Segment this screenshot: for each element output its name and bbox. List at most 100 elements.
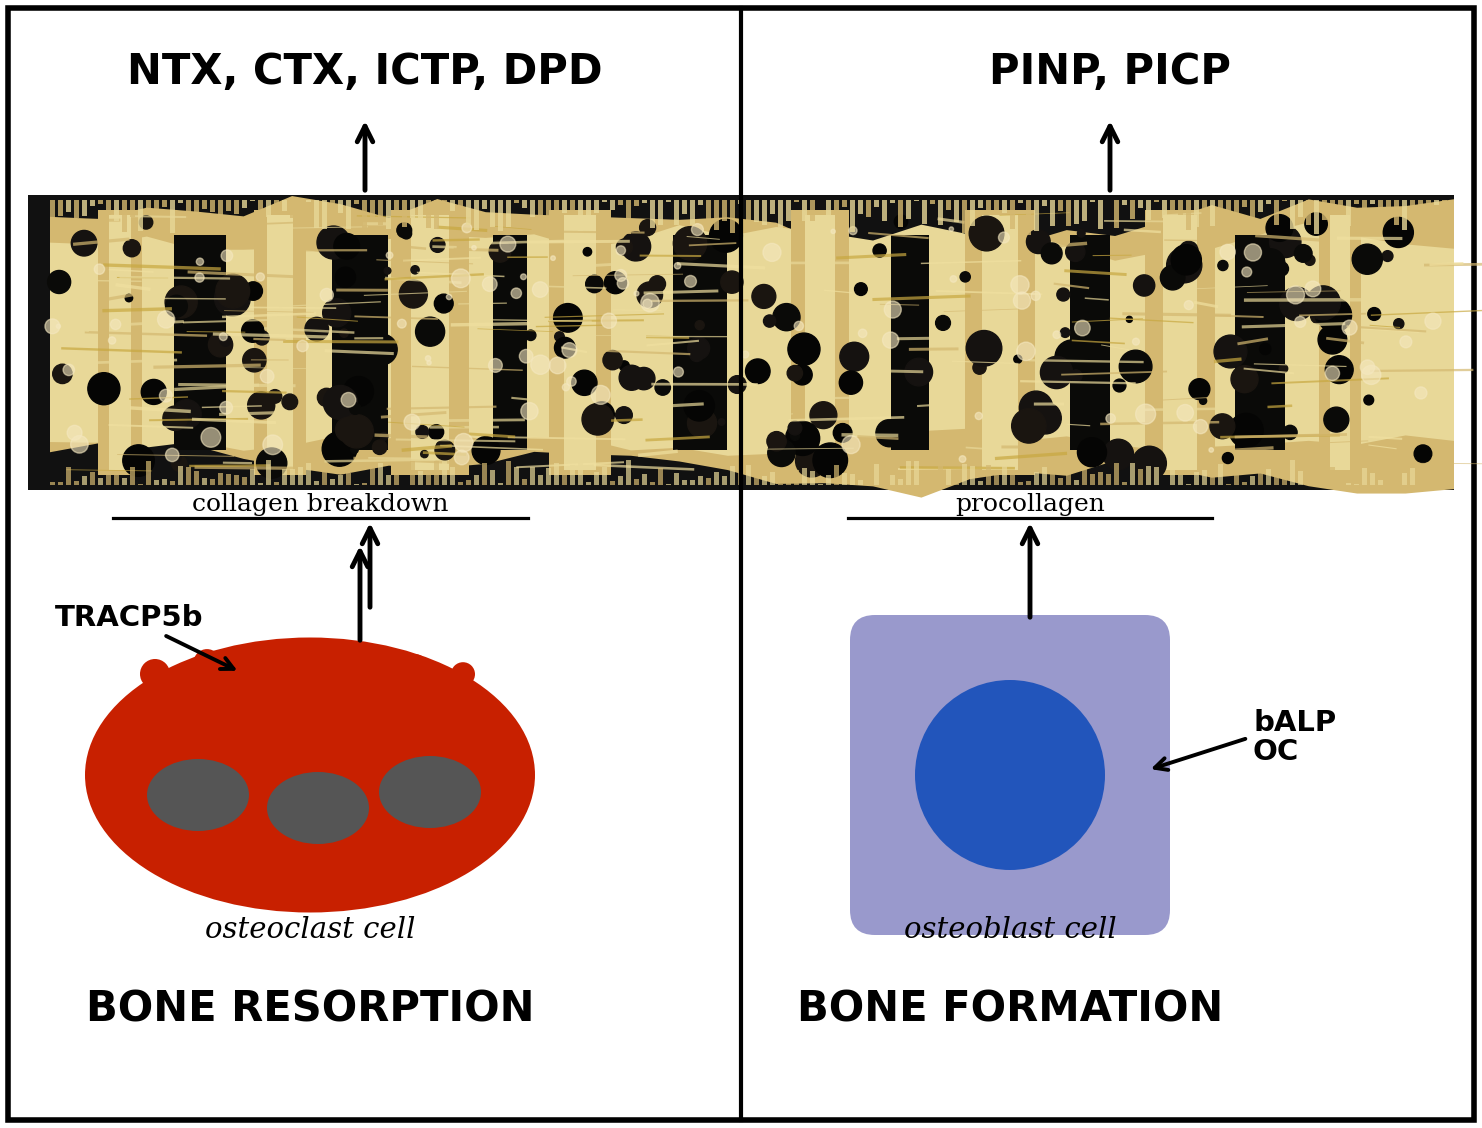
Bar: [332, 235, 388, 450]
Circle shape: [1103, 439, 1134, 469]
Circle shape: [1199, 397, 1206, 404]
Bar: [1435, 475, 1439, 485]
Circle shape: [763, 244, 781, 262]
Circle shape: [689, 347, 704, 361]
Bar: [1409, 468, 1415, 485]
Bar: [531, 467, 535, 485]
Circle shape: [1106, 414, 1116, 423]
Bar: [946, 469, 951, 485]
Polygon shape: [50, 196, 1454, 497]
Circle shape: [123, 240, 141, 257]
Bar: [962, 465, 966, 485]
Circle shape: [554, 337, 575, 358]
Bar: [90, 472, 95, 485]
Bar: [1235, 474, 1239, 485]
Bar: [1338, 200, 1343, 205]
Bar: [1162, 200, 1166, 218]
Bar: [242, 477, 247, 485]
Circle shape: [794, 321, 803, 331]
Bar: [330, 200, 335, 217]
Bar: [114, 473, 119, 485]
Circle shape: [47, 271, 71, 293]
Circle shape: [348, 647, 375, 675]
Bar: [562, 200, 568, 212]
Bar: [1194, 473, 1199, 485]
Bar: [314, 200, 319, 229]
Circle shape: [173, 453, 181, 461]
Bar: [1378, 200, 1383, 223]
Circle shape: [876, 420, 903, 447]
Circle shape: [1119, 350, 1152, 382]
Bar: [194, 200, 199, 219]
Bar: [418, 200, 422, 227]
Circle shape: [282, 394, 298, 409]
Circle shape: [1306, 281, 1320, 297]
Circle shape: [1184, 301, 1193, 309]
Circle shape: [849, 227, 857, 235]
Text: procollagen: procollagen: [954, 493, 1106, 515]
Circle shape: [172, 456, 187, 472]
Bar: [385, 200, 391, 229]
Circle shape: [1074, 320, 1091, 336]
Bar: [578, 200, 582, 231]
Circle shape: [550, 358, 566, 373]
Bar: [938, 464, 943, 485]
Bar: [585, 482, 591, 485]
Bar: [1282, 466, 1286, 485]
Circle shape: [366, 334, 397, 364]
Circle shape: [489, 240, 511, 262]
Circle shape: [673, 227, 707, 261]
Circle shape: [405, 414, 419, 430]
Bar: [1346, 483, 1352, 485]
Bar: [565, 215, 596, 470]
Bar: [28, 195, 1454, 490]
Bar: [618, 476, 622, 485]
Bar: [154, 479, 159, 485]
Circle shape: [685, 275, 697, 288]
Bar: [978, 482, 983, 485]
Circle shape: [317, 388, 335, 406]
Bar: [187, 467, 191, 485]
Circle shape: [1070, 370, 1082, 381]
Circle shape: [615, 407, 633, 423]
Circle shape: [71, 230, 96, 256]
Circle shape: [1171, 245, 1202, 275]
Bar: [865, 477, 871, 485]
Circle shape: [873, 244, 886, 257]
Bar: [1249, 476, 1255, 485]
Circle shape: [245, 644, 271, 671]
Bar: [154, 200, 159, 213]
Circle shape: [219, 333, 227, 341]
Bar: [50, 200, 55, 235]
Bar: [1315, 200, 1319, 235]
Bar: [745, 200, 751, 227]
Circle shape: [1352, 244, 1383, 274]
Bar: [1202, 200, 1206, 210]
Bar: [994, 200, 999, 215]
Circle shape: [335, 417, 360, 442]
Circle shape: [1257, 249, 1285, 277]
Bar: [82, 200, 87, 215]
Bar: [785, 470, 791, 485]
Bar: [74, 200, 79, 218]
Circle shape: [531, 355, 550, 374]
Bar: [1114, 462, 1119, 485]
Bar: [98, 210, 142, 475]
Bar: [434, 460, 439, 485]
Bar: [1315, 479, 1319, 485]
Bar: [1074, 200, 1079, 224]
Bar: [50, 482, 55, 485]
Circle shape: [633, 368, 655, 390]
Circle shape: [526, 331, 536, 341]
Circle shape: [351, 446, 359, 453]
Bar: [785, 200, 791, 221]
Bar: [290, 200, 295, 218]
Circle shape: [402, 654, 428, 681]
Bar: [110, 215, 130, 470]
Circle shape: [1113, 379, 1126, 391]
Circle shape: [95, 264, 105, 274]
Bar: [1114, 200, 1119, 228]
Bar: [771, 473, 775, 485]
Circle shape: [1245, 244, 1261, 261]
Circle shape: [796, 444, 828, 477]
